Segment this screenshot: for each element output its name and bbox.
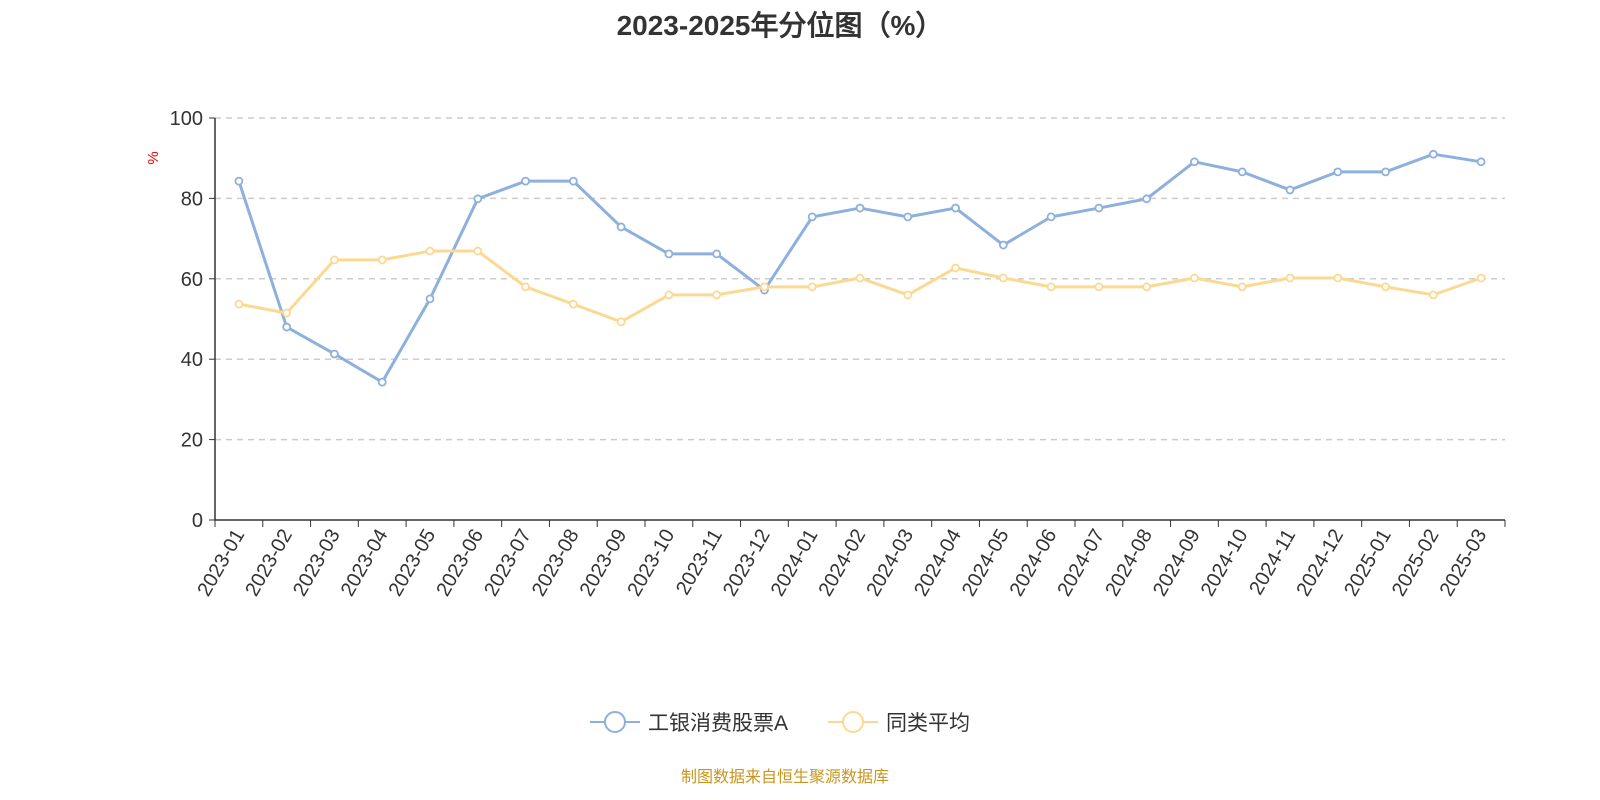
data-point (664, 290, 674, 300)
data-point (473, 246, 483, 256)
data-point (234, 299, 244, 309)
data-point (473, 194, 483, 204)
data-point (1142, 194, 1152, 204)
data-point (760, 282, 769, 292)
series-line-1 (238, 249, 1482, 324)
data-point (425, 246, 435, 256)
y-axis-label: % (145, 151, 162, 164)
data-point (1428, 290, 1438, 300)
series-line-0 (237, 152, 1482, 384)
y-tick-label: 100 (170, 108, 203, 130)
y-tick-label: 60 (181, 269, 203, 291)
x-tick-label: 2025-03 (1436, 526, 1492, 601)
data-point (1046, 282, 1056, 292)
data-point (425, 294, 435, 304)
legend-item[interactable]: 同类平均 (828, 711, 970, 735)
data-point (282, 322, 292, 332)
y-tick-label: 0 (192, 510, 203, 532)
legend-label: 工银消费股票A (648, 712, 788, 735)
data-point (1476, 273, 1486, 283)
data-point (998, 273, 1008, 283)
data-point (234, 176, 244, 186)
data-point (377, 255, 387, 265)
chart-title: 2023-2025年分位图（%） (616, 10, 944, 41)
data-point (377, 377, 387, 387)
source-note: 制图数据来自恒生聚源数据库 (680, 769, 889, 786)
data-point (1381, 282, 1390, 292)
data-point (664, 249, 674, 259)
data-point (1381, 167, 1390, 177)
legend-marker-icon (842, 711, 864, 733)
data-point (855, 203, 865, 213)
data-point (903, 212, 913, 222)
data-point (1190, 157, 1199, 167)
data-point (282, 308, 292, 318)
data-point (712, 290, 722, 300)
data-point (951, 203, 960, 213)
data-point (1428, 149, 1438, 159)
data-point (1237, 167, 1247, 177)
data-point (1094, 282, 1104, 292)
data-point (1333, 273, 1343, 283)
data-point (1333, 167, 1343, 177)
data-point (568, 176, 578, 186)
data-point (1190, 273, 1199, 283)
y-tick-label: 80 (181, 188, 203, 210)
data-point (807, 212, 817, 222)
legend-label: 同类平均 (886, 712, 970, 735)
data-point (521, 176, 530, 186)
data-point (998, 240, 1008, 250)
data-point (1142, 282, 1152, 292)
data-point (951, 263, 960, 273)
data-point (330, 255, 339, 265)
data-point (330, 349, 339, 359)
data-point (616, 222, 626, 232)
data-point (1046, 212, 1056, 222)
legend-marker-icon (604, 711, 626, 733)
x-tick-label: 2023-10 (623, 526, 679, 601)
legend-item[interactable]: 工银消费股票A (590, 711, 788, 735)
data-point (712, 249, 722, 259)
data-point (568, 299, 578, 309)
data-point (1285, 273, 1295, 283)
data-point (1237, 282, 1247, 292)
data-point (903, 290, 913, 300)
x-tick-label: 2024-10 (1197, 526, 1253, 601)
y-tick-label: 20 (181, 430, 203, 452)
data-point (807, 282, 817, 292)
data-point (1285, 185, 1295, 195)
data-point (521, 282, 530, 292)
data-point (1094, 203, 1104, 213)
data-point (1476, 157, 1486, 167)
data-point (855, 273, 865, 283)
data-point (616, 317, 626, 327)
y-tick-label: 40 (181, 349, 203, 371)
